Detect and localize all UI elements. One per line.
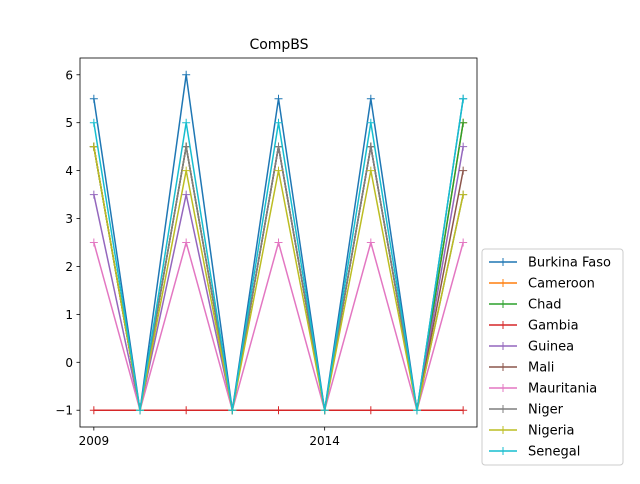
series-line bbox=[93, 145, 464, 411]
data-point bbox=[412, 406, 421, 415]
legend-marker bbox=[499, 279, 507, 287]
data-point bbox=[89, 118, 98, 127]
legend-marker bbox=[499, 300, 507, 308]
data-point bbox=[228, 406, 237, 415]
legend-marker bbox=[499, 384, 507, 392]
data-point bbox=[274, 238, 283, 247]
chart-title: CompBS bbox=[249, 37, 308, 53]
data-point bbox=[320, 406, 329, 415]
data-point bbox=[274, 142, 283, 151]
data-point bbox=[274, 94, 283, 103]
x-tick-label: 2014 bbox=[309, 434, 340, 448]
data-point bbox=[459, 166, 468, 175]
legend-item: Cameroon bbox=[489, 277, 595, 292]
data-point bbox=[459, 406, 468, 415]
legend-item: Burkina Faso bbox=[489, 256, 611, 271]
data-point bbox=[182, 142, 191, 151]
legend-label: Guinea bbox=[528, 340, 574, 355]
legend-item: Chad bbox=[489, 298, 562, 313]
data-point bbox=[89, 238, 98, 247]
y-tick-label: 5 bbox=[65, 116, 73, 130]
y-axis: −1 0 1 2 3 4 5 6 bbox=[55, 68, 80, 418]
series-line bbox=[93, 145, 464, 411]
y-tick-label: 6 bbox=[65, 68, 73, 82]
legend-marker bbox=[499, 363, 507, 371]
series-gambia bbox=[89, 406, 468, 415]
data-point bbox=[136, 406, 145, 415]
legend-item: Niger bbox=[489, 403, 564, 418]
data-point bbox=[182, 238, 191, 247]
data-point bbox=[366, 94, 375, 103]
legend-item: Nigeria bbox=[489, 424, 575, 439]
data-point bbox=[89, 142, 98, 151]
legend-item: Gambia bbox=[489, 319, 579, 334]
data-point bbox=[274, 118, 283, 127]
legend-label: Gambia bbox=[528, 319, 579, 334]
y-tick-label: 0 bbox=[65, 356, 73, 370]
data-point bbox=[366, 118, 375, 127]
legend-marker bbox=[499, 426, 507, 434]
y-tick-label: 1 bbox=[65, 308, 73, 322]
legend-marker bbox=[499, 258, 507, 266]
data-point bbox=[182, 406, 191, 415]
legend-marker bbox=[499, 447, 507, 455]
data-point bbox=[182, 190, 191, 199]
y-tick-label: 2 bbox=[65, 260, 73, 274]
data-point bbox=[89, 190, 98, 199]
series-line bbox=[93, 146, 464, 411]
legend-label: Senegal bbox=[528, 445, 580, 460]
data-point bbox=[274, 406, 283, 415]
legend-item: Mali bbox=[489, 361, 554, 376]
data-point bbox=[89, 94, 98, 103]
data-point bbox=[89, 406, 98, 415]
data-point bbox=[274, 166, 283, 175]
plot-area bbox=[79, 57, 478, 428]
x-tick-label: 2009 bbox=[79, 434, 110, 448]
legend-label: Mauritania bbox=[528, 382, 597, 397]
series-line bbox=[93, 145, 464, 411]
series-line bbox=[93, 241, 464, 411]
legend-label: Nigeria bbox=[528, 424, 575, 439]
legend-item: Mauritania bbox=[489, 382, 597, 397]
x-axis: 2009 2014 bbox=[79, 427, 340, 448]
legend-label: Chad bbox=[528, 298, 562, 313]
legend-marker bbox=[499, 342, 507, 350]
y-tick-label: −1 bbox=[55, 404, 73, 418]
legend: Burkina Faso Cameroon Chad Gambia Guinea Mali… bbox=[481, 248, 624, 466]
legend-box bbox=[481, 248, 624, 466]
data-point bbox=[459, 118, 468, 127]
data-point bbox=[182, 70, 191, 79]
data-point bbox=[366, 166, 375, 175]
data-point bbox=[366, 238, 375, 247]
axes-frame bbox=[79, 57, 478, 428]
legend-label: Niger bbox=[528, 403, 564, 418]
data-point bbox=[459, 94, 468, 103]
legend-label: Burkina Faso bbox=[528, 256, 611, 271]
legend-item: Guinea bbox=[489, 340, 574, 355]
legend-label: Cameroon bbox=[528, 277, 595, 292]
data-point bbox=[182, 118, 191, 127]
y-tick-label: 4 bbox=[65, 164, 73, 178]
data-point bbox=[366, 142, 375, 151]
y-tick-label: 3 bbox=[65, 212, 73, 226]
data-point bbox=[182, 166, 191, 175]
data-point bbox=[366, 406, 375, 415]
data-point bbox=[459, 142, 468, 151]
legend-item: Senegal bbox=[489, 445, 580, 460]
data-point bbox=[459, 190, 468, 199]
series-senegal bbox=[89, 94, 468, 415]
legend-marker bbox=[499, 321, 507, 329]
series-mauritania bbox=[89, 238, 468, 415]
legend-marker bbox=[499, 405, 507, 413]
legend-label: Mali bbox=[528, 361, 554, 376]
data-point bbox=[459, 238, 468, 247]
